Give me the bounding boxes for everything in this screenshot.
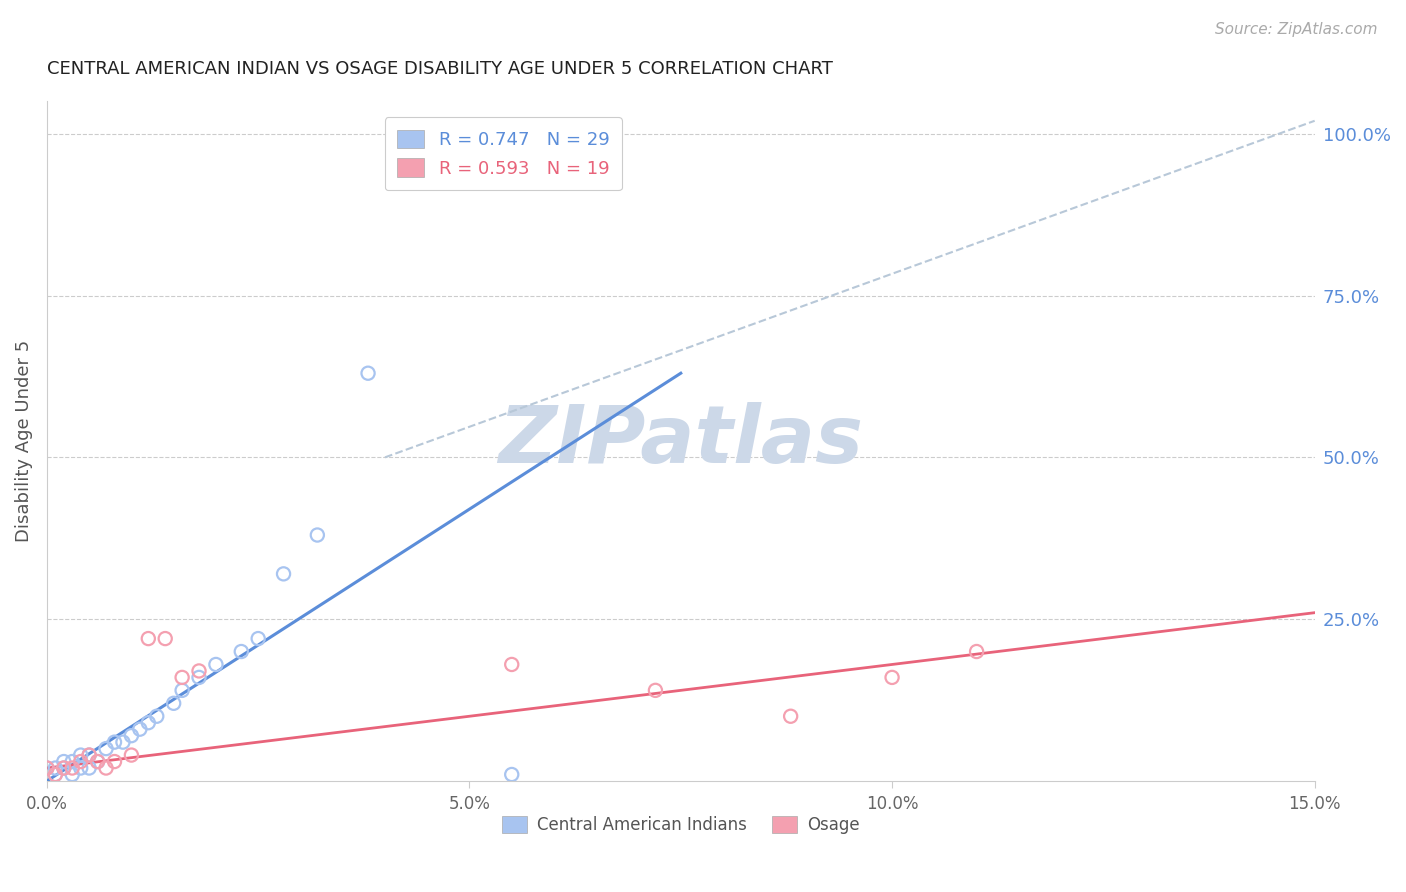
Point xyxy=(307,528,329,542)
Point xyxy=(136,715,159,730)
Point xyxy=(44,767,66,781)
Point xyxy=(52,761,75,775)
Point xyxy=(155,632,177,646)
Point xyxy=(35,761,58,775)
Point xyxy=(60,767,83,781)
Point xyxy=(644,683,666,698)
Point xyxy=(52,761,75,775)
Point xyxy=(231,644,253,658)
Point xyxy=(60,761,83,775)
Point xyxy=(145,709,167,723)
Point xyxy=(103,755,125,769)
Text: CENTRAL AMERICAN INDIAN VS OSAGE DISABILITY AGE UNDER 5 CORRELATION CHART: CENTRAL AMERICAN INDIAN VS OSAGE DISABIL… xyxy=(46,60,832,78)
Point xyxy=(77,761,100,775)
Point xyxy=(188,664,211,678)
Point xyxy=(501,657,523,672)
Point xyxy=(103,735,125,749)
Point xyxy=(77,748,100,763)
Point xyxy=(69,748,91,763)
Point xyxy=(44,767,66,781)
Point xyxy=(880,670,903,684)
Point xyxy=(35,761,58,775)
Point xyxy=(779,709,801,723)
Point xyxy=(247,632,270,646)
Point xyxy=(77,748,100,763)
Point xyxy=(120,748,142,763)
Point xyxy=(128,722,150,736)
Point xyxy=(501,767,523,781)
Point xyxy=(60,755,83,769)
Point xyxy=(172,670,194,684)
Point xyxy=(94,741,117,756)
Point xyxy=(188,670,211,684)
Text: Source: ZipAtlas.com: Source: ZipAtlas.com xyxy=(1215,22,1378,37)
Point xyxy=(44,761,66,775)
Point xyxy=(172,683,194,698)
Point xyxy=(69,755,91,769)
Point xyxy=(111,735,134,749)
Point xyxy=(52,755,75,769)
Point xyxy=(86,755,108,769)
Text: ZIPatlas: ZIPatlas xyxy=(498,402,863,480)
Point xyxy=(94,761,117,775)
Legend: Central American Indians, Osage: Central American Indians, Osage xyxy=(495,809,866,840)
Point xyxy=(205,657,228,672)
Y-axis label: Disability Age Under 5: Disability Age Under 5 xyxy=(15,340,32,542)
Point xyxy=(163,696,186,710)
Point xyxy=(120,729,142,743)
Point xyxy=(966,644,988,658)
Point xyxy=(357,366,380,380)
Point xyxy=(273,566,295,581)
Point xyxy=(69,761,91,775)
Point xyxy=(136,632,159,646)
Point xyxy=(86,755,108,769)
